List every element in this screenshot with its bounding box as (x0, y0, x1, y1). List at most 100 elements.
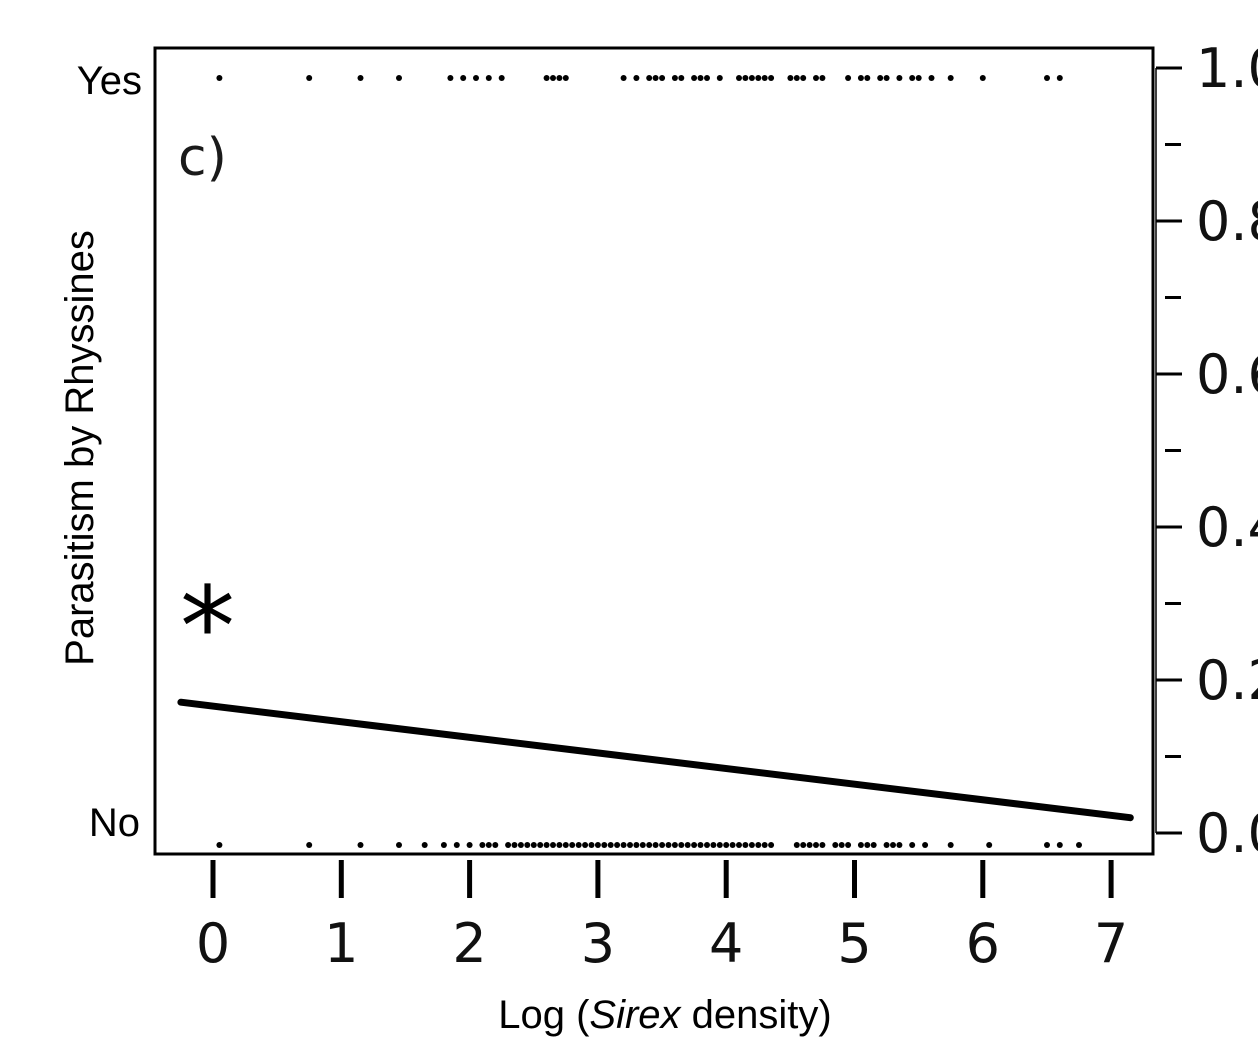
x-tick-label-4: 4 (709, 912, 743, 975)
point-yes-7 (485, 75, 492, 81)
panel-label: c) (178, 128, 227, 188)
point-yes-3 (396, 75, 402, 81)
point-yes-44 (947, 75, 954, 81)
point-no-31 (633, 842, 640, 848)
point-yes-19 (678, 75, 685, 81)
point-no-28 (614, 842, 621, 848)
point-yes-21 (697, 75, 704, 81)
point-no-19 (556, 842, 563, 848)
point-yes-38 (877, 75, 884, 81)
point-yes-16 (652, 75, 659, 81)
x-axis: 0 1 2 3 4 5 6 7 (196, 860, 1128, 975)
point-yes-9 (543, 75, 550, 81)
x-tick-label-0: 0 (196, 912, 230, 975)
point-yes-37 (864, 75, 871, 81)
point-no-30 (627, 842, 633, 848)
point-no-41 (697, 842, 704, 848)
x-tick-label-2: 2 (452, 912, 486, 975)
point-no-43 (710, 842, 717, 848)
point-no-34 (652, 842, 659, 848)
point-yes-22 (704, 75, 710, 81)
x-axis-title-suffix: density) (681, 993, 832, 1037)
point-no-25 (594, 842, 601, 848)
point-no-38 (678, 842, 685, 848)
point-no-58 (832, 842, 839, 848)
point-yes-4 (447, 75, 454, 81)
points-yes-series (216, 75, 1063, 81)
y2-tick-label-0.2: 0.2 (1196, 649, 1258, 712)
point-no-13 (517, 842, 524, 848)
point-yes-1 (306, 75, 313, 81)
point-no-68 (922, 842, 929, 848)
point-no-24 (588, 842, 595, 848)
point-no-42 (704, 842, 710, 848)
point-yes-35 (845, 75, 852, 81)
point-no-52 (768, 842, 775, 848)
point-no-39 (684, 842, 691, 848)
point-yes-5 (460, 75, 467, 81)
point-no-48 (742, 842, 749, 848)
point-yes-39 (883, 75, 890, 81)
point-no-66 (896, 842, 903, 848)
point-no-45 (723, 842, 730, 848)
point-no-8 (479, 842, 486, 848)
point-yes-40 (896, 75, 903, 81)
right-y-axis: 0.0 0.2 0.4 0.6 0.8 1.0 (1155, 37, 1258, 865)
point-no-23 (582, 842, 589, 848)
point-yes-27 (755, 75, 762, 81)
point-yes-15 (646, 75, 653, 81)
point-no-0 (216, 842, 223, 848)
point-no-59 (838, 842, 845, 848)
point-yes-8 (498, 75, 505, 81)
point-yes-25 (742, 75, 749, 81)
point-no-65 (890, 842, 896, 848)
point-no-5 (440, 842, 447, 848)
point-no-26 (601, 842, 608, 848)
point-no-17 (543, 842, 550, 848)
point-no-2 (357, 842, 364, 848)
point-no-61 (857, 842, 864, 848)
point-yes-18 (671, 75, 678, 81)
point-yes-46 (1044, 75, 1050, 81)
point-yes-17 (659, 75, 666, 81)
point-no-35 (659, 842, 666, 848)
point-yes-36 (857, 75, 864, 81)
point-no-53 (793, 842, 800, 848)
point-yes-24 (736, 75, 742, 81)
x-axis-title: Log (Sirex density) (498, 993, 831, 1037)
y2-tick-label-0.0: 0.0 (1196, 802, 1258, 865)
point-no-46 (729, 842, 736, 848)
point-yes-23 (716, 75, 723, 81)
point-no-50 (755, 842, 762, 848)
point-yes-10 (550, 75, 556, 81)
point-no-54 (800, 842, 807, 848)
point-yes-20 (691, 75, 698, 81)
plot-frame (153, 46, 1155, 856)
point-no-7 (466, 842, 473, 848)
point-no-14 (524, 842, 531, 848)
point-no-22 (575, 842, 582, 848)
point-no-40 (691, 842, 698, 848)
point-no-70 (986, 842, 993, 848)
point-yes-31 (793, 75, 800, 81)
point-no-3 (396, 842, 402, 848)
y2-tick-label-0.8: 0.8 (1196, 190, 1258, 253)
point-no-47 (736, 842, 742, 848)
point-yes-2 (357, 75, 364, 81)
point-no-4 (421, 842, 428, 848)
point-no-36 (665, 842, 672, 848)
point-no-56 (813, 842, 819, 848)
point-no-72 (1056, 842, 1063, 848)
x-tick-label-3: 3 (581, 912, 615, 975)
point-yes-47 (1056, 75, 1063, 81)
point-yes-13 (620, 75, 627, 81)
point-no-21 (569, 842, 576, 848)
y-axis-title: Parasitism by Rhyssines (58, 230, 102, 666)
point-yes-32 (800, 75, 807, 81)
point-yes-26 (748, 75, 755, 81)
point-no-73 (1076, 842, 1082, 848)
point-no-9 (485, 842, 492, 848)
point-no-12 (511, 842, 518, 848)
x-tick-label-1: 1 (324, 912, 358, 975)
